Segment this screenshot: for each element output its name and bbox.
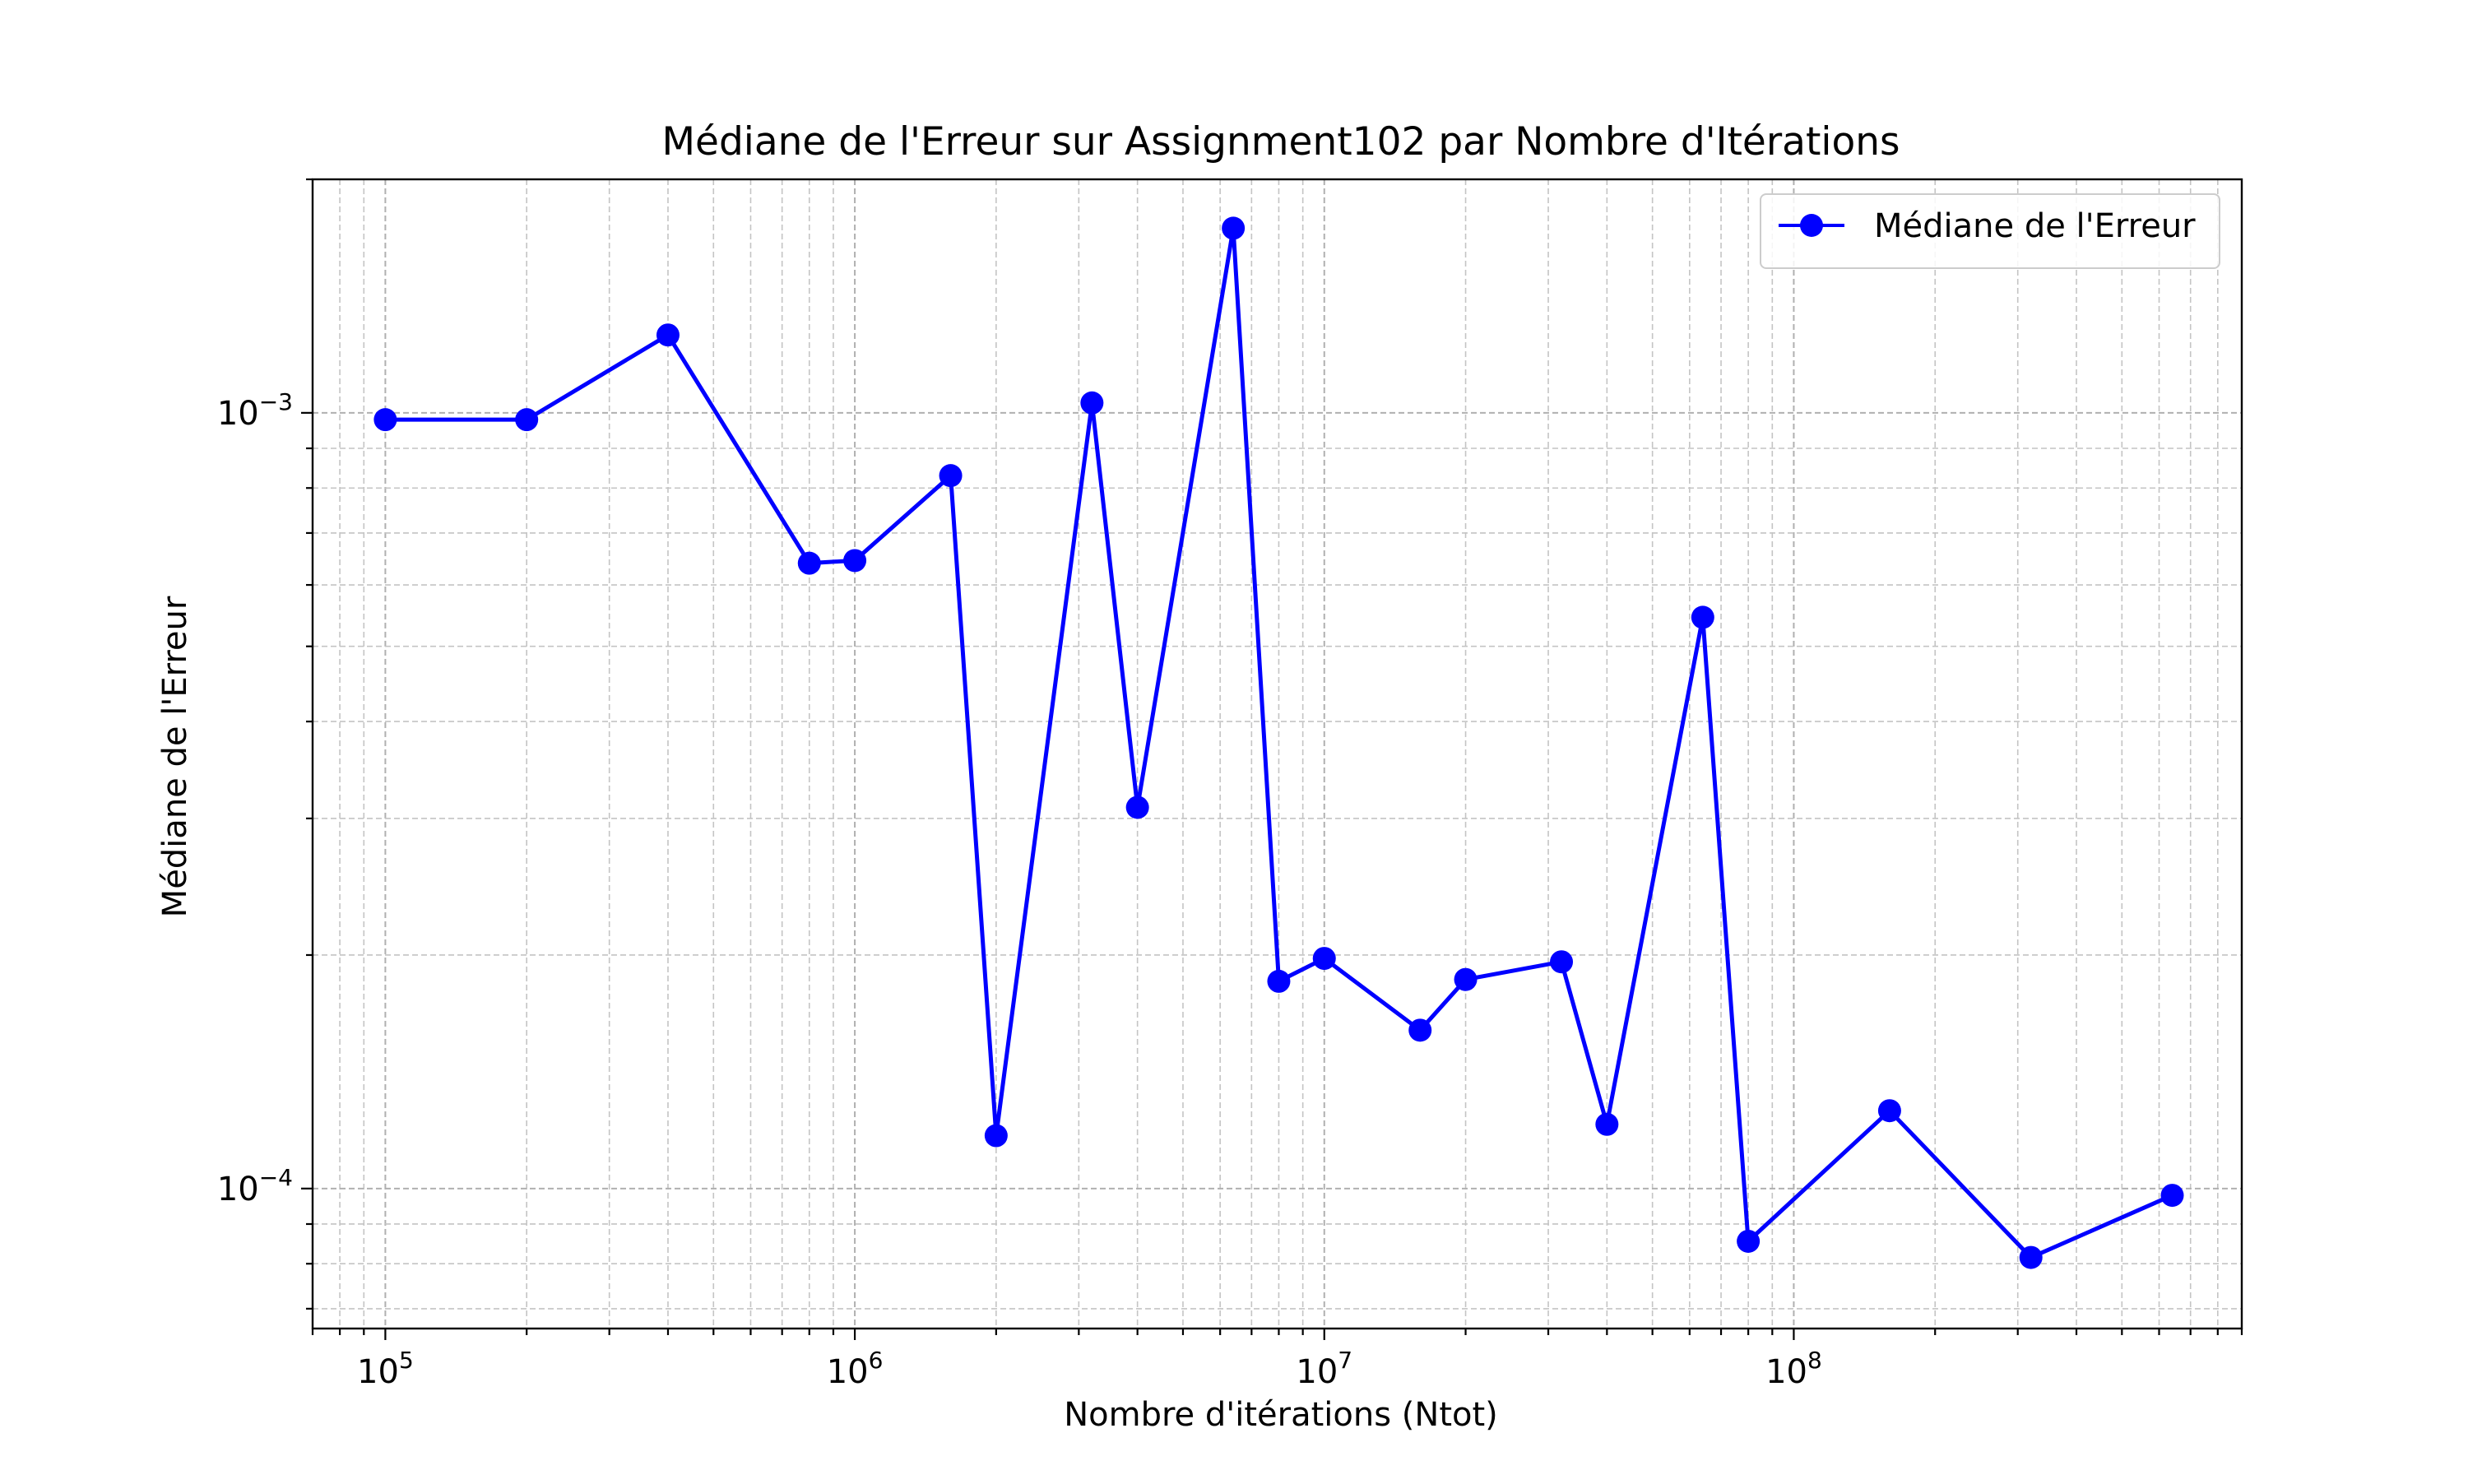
x-tick-label: 105 (357, 1347, 414, 1391)
data-point (1691, 605, 1714, 629)
data-point (797, 551, 821, 575)
data-point (843, 549, 867, 573)
data-point (1454, 967, 1478, 991)
plot-frame (311, 178, 2243, 1330)
data-point (1595, 1112, 1619, 1136)
data-point (984, 1124, 1008, 1148)
y-axis-label: Médiane de l'Erreur (156, 596, 194, 917)
data-point (2160, 1184, 2184, 1208)
chart-legend: Médiane de l'Erreur (1760, 193, 2220, 269)
x-tick-label: 106 (827, 1347, 884, 1391)
chart-title: Médiane de l'Erreur sur Assignment102 pa… (661, 119, 1900, 165)
data-point (939, 464, 963, 488)
x-tick-label: 108 (1765, 1347, 1822, 1391)
data-point (515, 408, 539, 432)
legend-box (1760, 193, 2220, 269)
x-tick-label: 107 (1296, 1347, 1352, 1391)
data-point (1408, 1018, 1432, 1042)
legend-marker-swatch (1800, 214, 1823, 237)
y-tick-label: 10−4 (217, 1164, 293, 1208)
data-point (1080, 391, 1104, 415)
y-tick-label: 10−3 (217, 388, 293, 433)
data-point (1267, 969, 1291, 993)
legend-label: Médiane de l'Erreur (1874, 207, 2196, 245)
data-point (1125, 795, 1149, 819)
data-point (373, 408, 397, 432)
data-point (1737, 1229, 1761, 1253)
x-axis-label: Nombre d'itérations (Ntot) (1064, 1396, 1498, 1434)
data-point (1312, 947, 1336, 971)
data-point (1877, 1099, 1901, 1123)
data-point (1550, 950, 1574, 974)
data-point (2019, 1245, 2043, 1269)
data-point (1222, 216, 1246, 240)
data-point (656, 323, 680, 347)
